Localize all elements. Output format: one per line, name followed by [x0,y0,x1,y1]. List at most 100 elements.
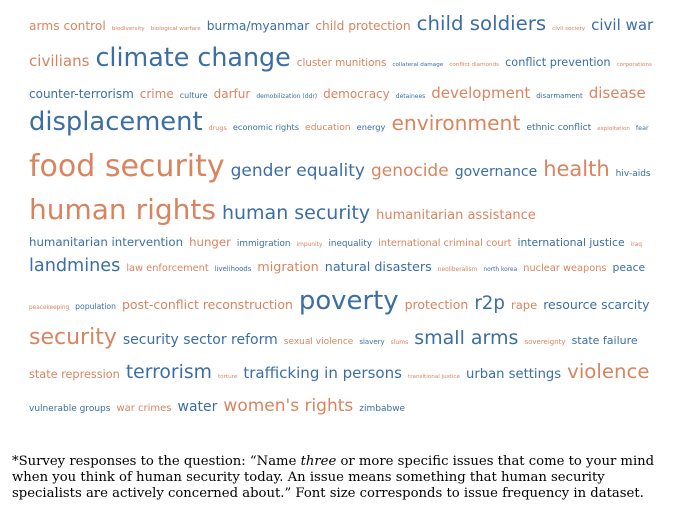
cloud-word: state repression [29,368,120,381]
cloud-word: genocide [370,161,449,181]
cloud-word: displacement [29,107,203,137]
cloud-word: burma/myanmar [206,19,310,33]
cloud-word: humanitarian assistance [376,208,536,223]
caption: *Survey responses to the question: “Name… [12,454,662,502]
cloud-word: security [29,325,117,350]
cloud-word: livelihoods [214,265,252,273]
cloud-word: hunger [189,235,231,249]
cloud-word: zimbabwe [359,404,406,414]
word-row: peacekeeping population post-conflict reco… [29,286,656,316]
word-row: landmines law enforcement livelihoods migra… [29,256,651,276]
cloud-word: counter-terrorism [29,87,134,101]
word-row: state repression terrorism torture traffick… [29,362,656,383]
cloud-word: arms control [29,19,106,33]
cloud-word: disarmament [536,92,583,100]
word-row: food security gender equality genocide gove… [29,152,657,182]
cloud-word: conflict prevention [505,56,611,69]
cloud-word: human rights [29,193,216,226]
word-row: human rights human security humanitarian a… [29,196,542,224]
cloud-word: civilians [29,52,90,70]
cloud-word: nuclear weapons [523,263,607,274]
cloud-word: economic rights [232,122,300,132]
cloud-word: slavery [359,338,385,346]
cloud-word: impunity [296,242,323,248]
cloud-word: human security [221,202,371,224]
cloud-word: sexual violence [283,337,354,347]
word-row: humanitarian intervention hunger immigrati… [29,233,648,249]
cloud-word: cluster munitions [296,57,387,69]
cloud-word: iraq [630,242,642,248]
cloud-word: drugs [208,124,227,132]
cloud-word: development [431,84,531,102]
cloud-word: democracy [323,87,390,101]
cloud-word: violence [567,360,650,383]
cloud-word: north korea [483,267,518,273]
cloud-word: inequality [328,239,373,249]
cloud-word: population [75,302,116,311]
caption-emphasis: three [300,454,337,469]
cloud-word: landmines [29,256,121,276]
cloud-word: disease [588,84,646,102]
cloud-word: terrorism [125,362,212,383]
cloud-word: international criminal court [378,238,512,249]
word-row: counter-terrorism crime culture darfur demob… [29,85,652,101]
cloud-word: civil war [591,16,654,34]
cloud-word: state failure [571,334,638,347]
cloud-word: urban settings [465,367,562,382]
cloud-word: demobilization (ddr) [256,93,318,100]
cloud-word: culture [179,91,208,100]
cloud-word: water [177,399,218,415]
cloud-word: gender equality [230,161,365,181]
cloud-word: civil society [552,26,586,32]
cloud-word: vulnerable groups [29,404,111,414]
cloud-word: peacekeeping [29,305,70,311]
cloud-word: slums [390,339,409,346]
caption-part-2: or more specific issues that come to you… [12,454,655,501]
cloud-word: food security [29,149,225,184]
cloud-word: war crimes [116,403,172,414]
cloud-word: biodiversity [111,26,145,32]
cloud-word: health [543,157,610,181]
cloud-word: crime [139,87,174,101]
cloud-word: education [305,122,351,133]
cloud-word: transitional justice [408,374,460,380]
cloud-word: hiv-aids [615,169,651,179]
cloud-word: peace [612,261,646,274]
word-row: civilians climate change cluster munitions… [29,42,658,72]
cloud-word: rape [511,298,538,312]
cloud-word: migration [257,260,319,275]
cloud-word: protection [404,297,469,312]
cloud-word: corporations [616,62,652,68]
cloud-word: detainees [395,93,426,100]
cloud-word: trafficking in persons [243,364,402,382]
cloud-word: immigration [236,239,291,249]
cloud-word: women's rights [223,396,354,416]
cloud-word: child soldiers [416,12,547,35]
word-row: arms control biodiversity biological warfa… [29,14,659,34]
cloud-word: fear [635,124,649,132]
cloud-word: environment [391,111,521,135]
word-row: vulnerable groups war crimes water women's … [29,398,411,415]
cloud-word: neoliberalism [437,267,478,273]
cloud-word: small arms [414,327,519,349]
cloud-word: r2p [474,293,505,314]
word-row: security security sector reform sexual vio… [29,327,644,349]
cloud-word: governance [454,164,538,180]
cloud-word: ethnic conflict [526,122,592,133]
cloud-word: international justice [517,236,625,249]
cloud-word: climate change [95,42,291,72]
cloud-word: exploitation [597,126,630,132]
cloud-word: biological warfare [150,26,201,32]
cloud-word: torture [217,374,238,380]
cloud-word: poverty [298,286,399,316]
cloud-word: sovereignty [524,338,566,346]
cloud-word: resource scarcity [543,297,650,312]
cloud-word: humanitarian intervention [29,235,184,249]
cloud-word: natural disasters [324,260,432,275]
cloud-word: law enforcement [126,263,209,274]
cloud-word: collateral damage [392,62,444,68]
cloud-word: conflict diamonds [449,62,500,68]
cloud-word: post-conflict reconstruction [121,297,293,312]
cloud-word: darfur [213,87,251,101]
caption-part-1: *Survey responses to the question: “Name [12,454,301,469]
